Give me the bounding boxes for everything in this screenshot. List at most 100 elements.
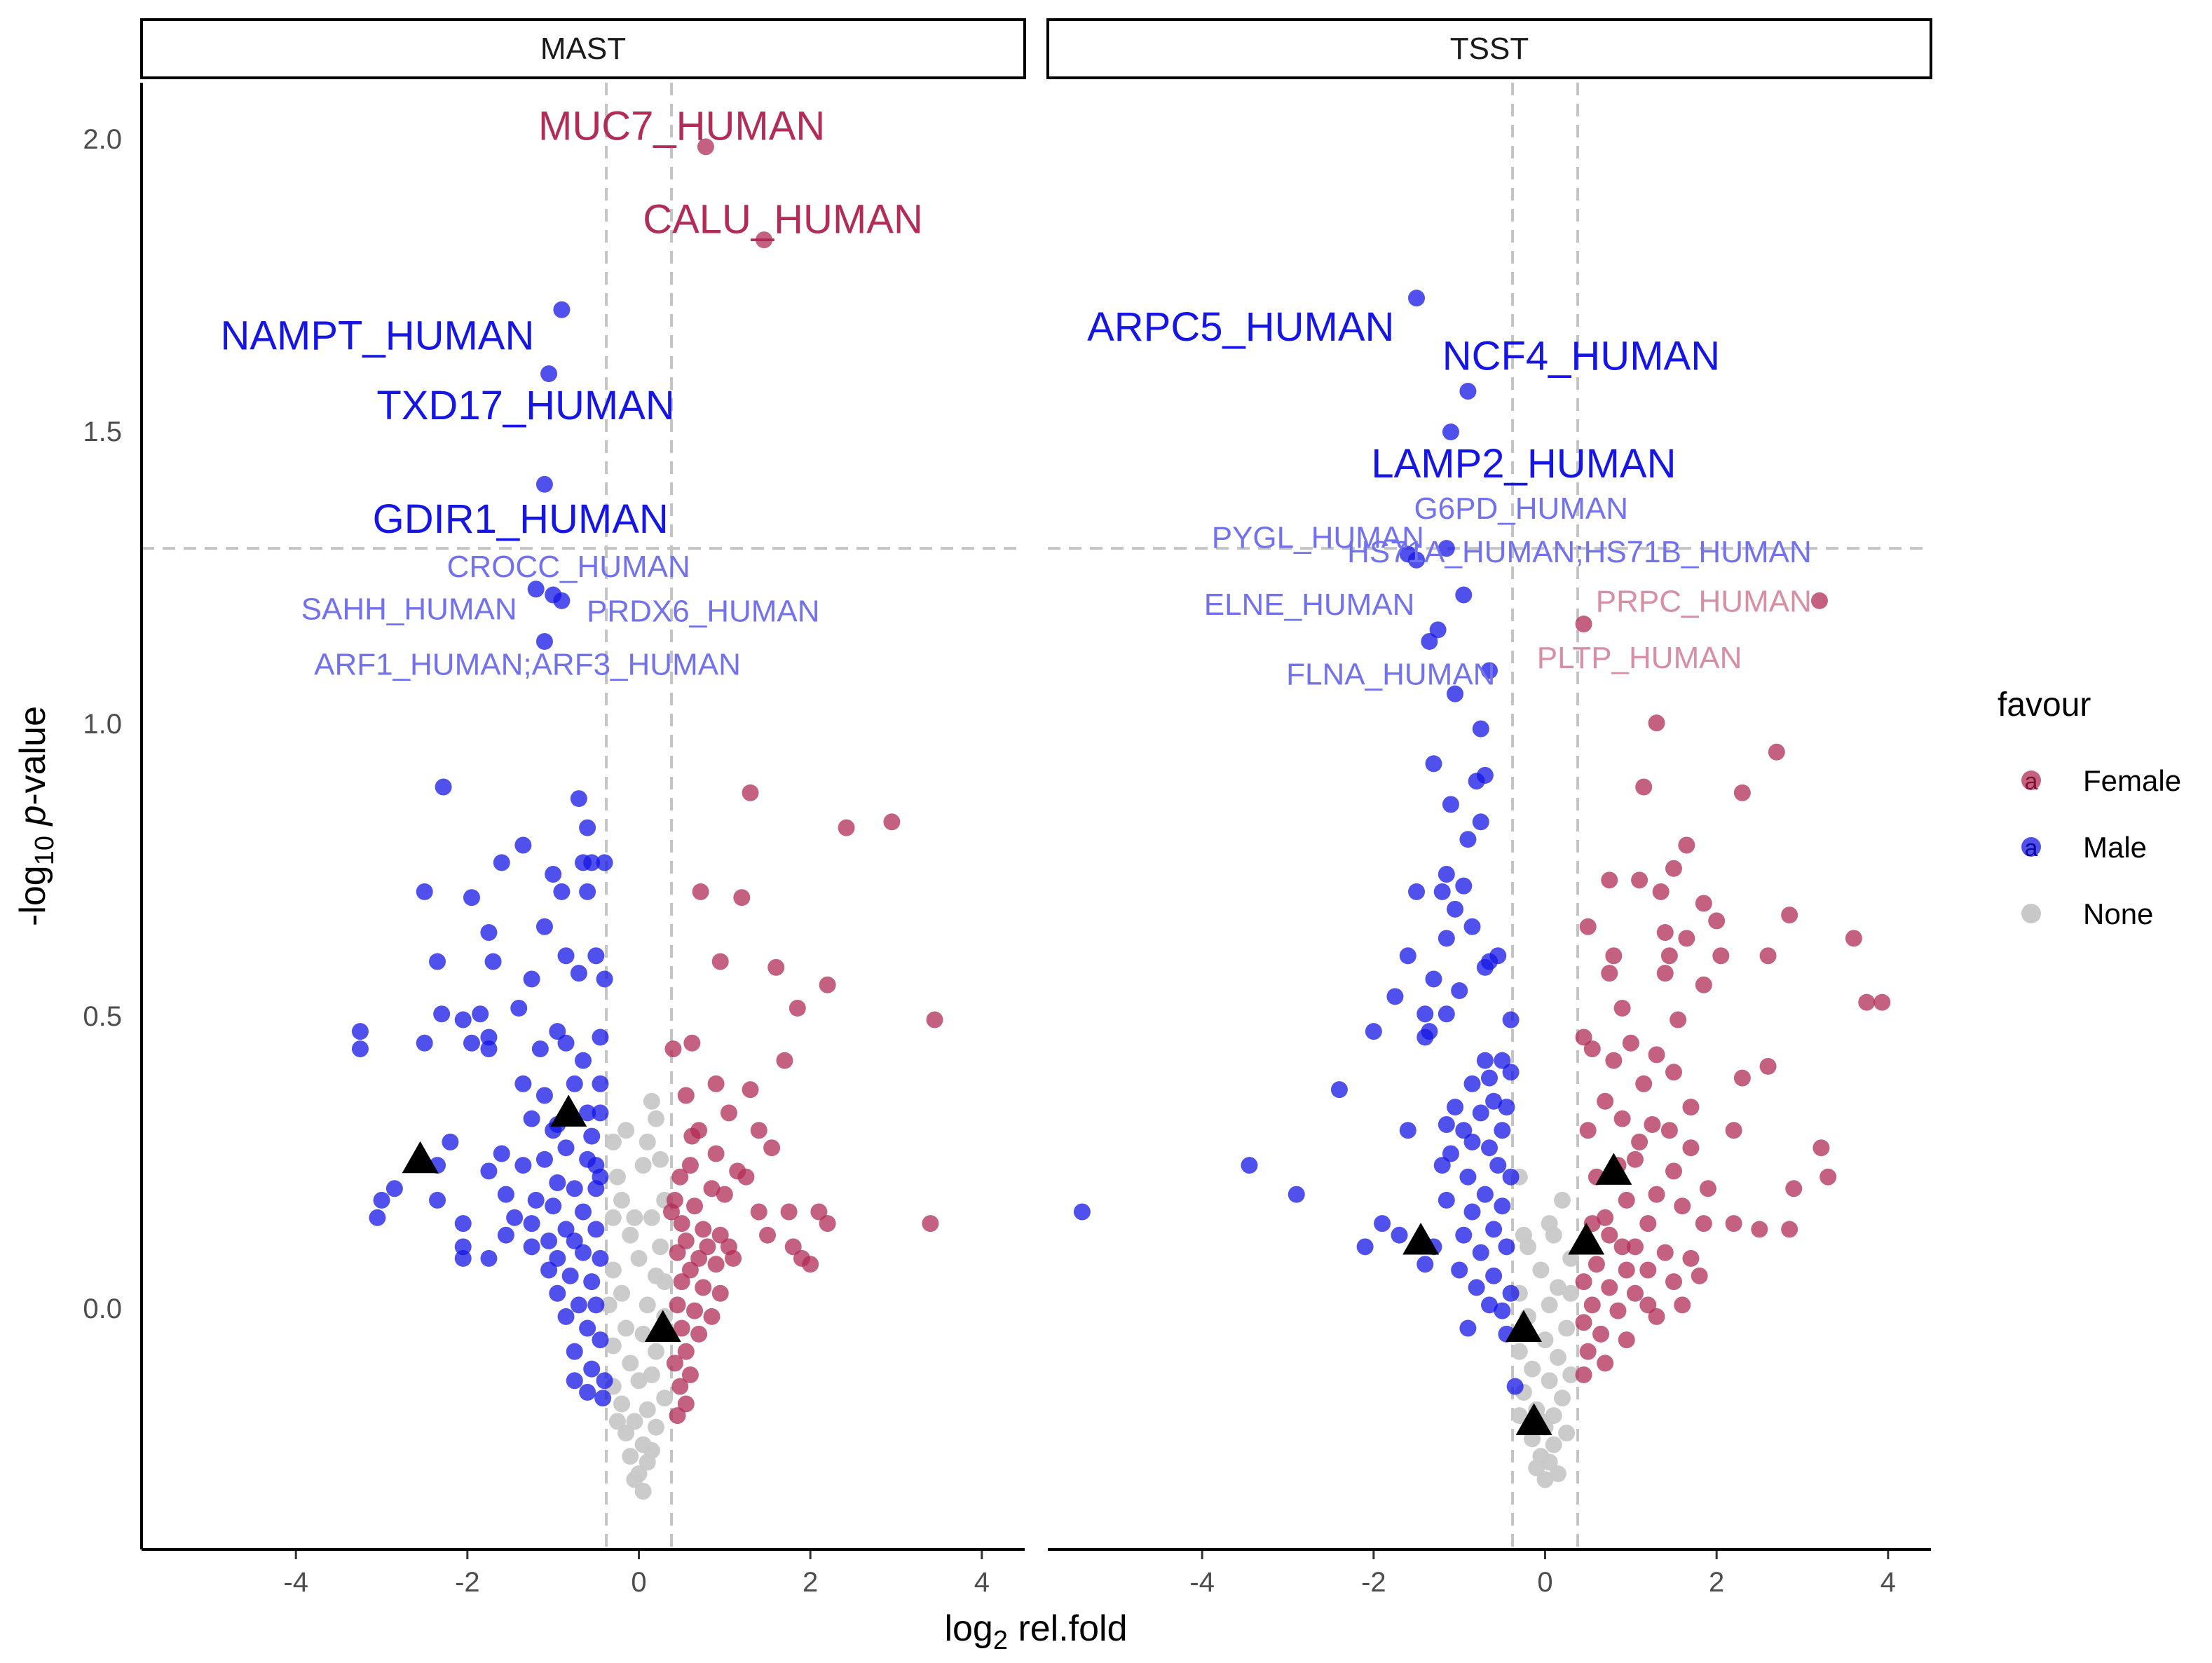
point-male: [1494, 1197, 1511, 1215]
point-male: [1399, 1122, 1416, 1139]
point-female: [1648, 1308, 1665, 1325]
point-male: [433, 1005, 451, 1023]
point-none: [1510, 1343, 1528, 1360]
point-female: [707, 1145, 725, 1162]
point-male: [480, 1029, 498, 1046]
point-male: [583, 854, 601, 871]
point-female: [711, 1226, 729, 1244]
point-male: [531, 1040, 549, 1058]
point-male: [1459, 1168, 1477, 1186]
point-male: [1463, 1075, 1481, 1092]
point-none: [1536, 1471, 1554, 1488]
point-male: [1481, 662, 1498, 679]
x-tick-label: -4: [283, 1567, 308, 1598]
point-male: [523, 1110, 540, 1127]
point-male: [1374, 1215, 1391, 1233]
point-male: [579, 1104, 596, 1122]
point-none: [643, 1441, 660, 1459]
point-male: [1463, 918, 1481, 935]
point-male: [1356, 1238, 1374, 1256]
point-none: [1558, 1424, 1576, 1441]
point-female: [1601, 871, 1618, 889]
point-male: [587, 1180, 605, 1197]
point-male: [1485, 1221, 1503, 1238]
point-female: [759, 1226, 777, 1244]
point-none: [1549, 1279, 1566, 1296]
point-female: [750, 1122, 767, 1139]
point-male: [570, 790, 587, 808]
legend-label-male: Male: [2083, 831, 2147, 864]
point-male: [1451, 1261, 1468, 1279]
point-male: [1447, 900, 1464, 918]
point-female: [1691, 1267, 1708, 1284]
point-female: [671, 1168, 689, 1186]
y-tick-label: 0.0: [83, 1294, 122, 1324]
legend-label-female: Female: [2083, 764, 2181, 797]
point-none: [1515, 1226, 1532, 1244]
point-female: [1660, 947, 1678, 965]
point-female: [737, 1168, 755, 1186]
point-male: [587, 1221, 605, 1238]
point-male: [1485, 1267, 1503, 1284]
point-female: [1781, 907, 1798, 924]
point-female: [1733, 1069, 1751, 1087]
point-male: [493, 854, 510, 871]
point-male: [549, 1284, 566, 1302]
point-none: [1545, 1407, 1562, 1425]
point-female: [1639, 1261, 1657, 1279]
point-female: [1665, 1064, 1683, 1081]
point-male: [592, 1331, 609, 1349]
point-female: [1674, 1197, 1691, 1215]
point-female: [669, 1407, 686, 1425]
point-male: [1476, 958, 1494, 976]
point-female: [1613, 999, 1631, 1017]
point-female: [1635, 778, 1653, 796]
point-male: [535, 475, 553, 493]
legend-key-male: [2021, 837, 2041, 857]
protein-label: G6PD_HUMAN: [1414, 491, 1628, 526]
point-female: [1759, 947, 1777, 965]
point-male: [587, 947, 605, 965]
highlight-triangle: [1568, 1223, 1605, 1255]
point-female: [703, 1308, 721, 1325]
point-none: [643, 1092, 660, 1110]
point-female: [1583, 1296, 1601, 1314]
point-male: [435, 778, 452, 796]
point-female: [669, 1244, 686, 1261]
point-none: [613, 1395, 631, 1413]
y-axis-ticks: 0.0 0.5 1.0 1.5 2.0: [83, 124, 122, 1324]
point-female: [776, 1052, 793, 1069]
point-male: [1438, 1191, 1455, 1209]
legend-item-female: a Female: [2021, 764, 2181, 797]
y-tick-label: 1.0: [83, 709, 122, 740]
point-none: [1545, 1226, 1562, 1244]
point-female: [1631, 871, 1648, 889]
point-male: [557, 1034, 575, 1052]
point-male: [1438, 866, 1455, 883]
highlight-triangle: [1505, 1310, 1542, 1343]
point-female: [1695, 1215, 1712, 1233]
point-female: [686, 1302, 704, 1319]
x-tick-label: 0: [1537, 1567, 1552, 1598]
point-male: [1472, 1244, 1489, 1261]
point-male: [1485, 1092, 1503, 1110]
point-male: [1433, 883, 1451, 900]
point-male: [1425, 755, 1442, 773]
point-male: [549, 1023, 566, 1040]
point-male: [1447, 1099, 1464, 1116]
point-male: [579, 819, 596, 836]
point-female: [1575, 1273, 1592, 1291]
point-male: [1498, 1238, 1515, 1256]
point-male: [1438, 1005, 1455, 1023]
point-female: [681, 1366, 699, 1383]
point-none: [1553, 1191, 1571, 1209]
point-female: [788, 999, 806, 1017]
point-none: [1553, 1390, 1571, 1407]
point-none: [622, 1355, 639, 1372]
point-male: [497, 1186, 514, 1203]
point-male: [1502, 1284, 1520, 1302]
x-tick-label: 4: [1880, 1567, 1896, 1598]
point-female: [763, 1139, 781, 1157]
point-male: [540, 365, 558, 383]
point-male: [535, 632, 553, 650]
